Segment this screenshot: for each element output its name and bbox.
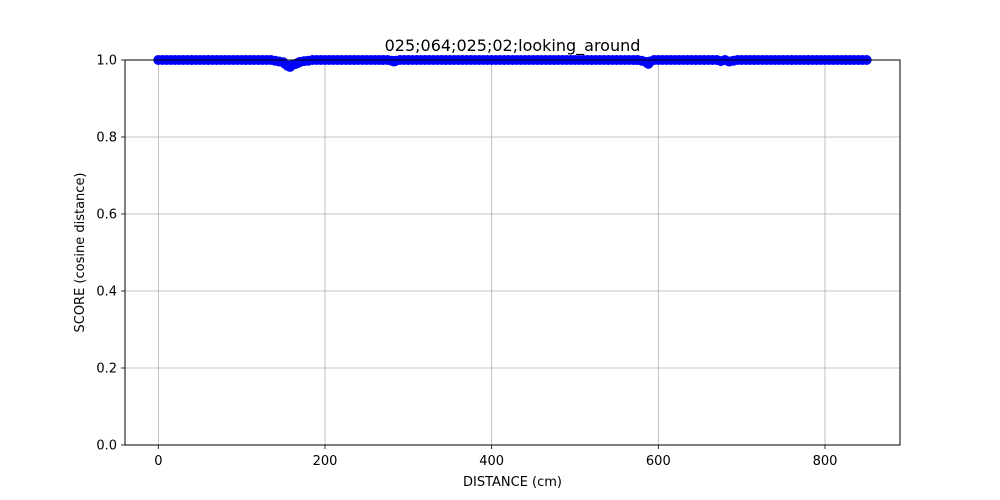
x-axis-label: DISTANCE (cm) <box>463 475 562 490</box>
x-tick-label: 400 <box>479 454 504 469</box>
y-axis-label: SCORE (cosine distance) <box>73 172 88 332</box>
x-tick-label: 200 <box>313 454 338 469</box>
x-tick-label: 800 <box>813 454 838 469</box>
x-tick-label: 600 <box>646 454 671 469</box>
data-series <box>153 55 872 72</box>
axis-ticks: 0 200 400 600 800 0.0 0.2 0.4 0.6 0.8 1.0 <box>96 54 837 470</box>
y-tick-label: 0.2 <box>96 362 117 377</box>
y-tick-label: 0.0 <box>96 439 117 454</box>
y-tick-label: 1.0 <box>96 54 117 69</box>
plot-area-frame <box>124 59 901 446</box>
chart-title: 025;064;025;02;looking_around <box>385 36 641 56</box>
y-tick-label: 0.8 <box>96 131 117 146</box>
y-tick-label: 0.6 <box>96 208 117 223</box>
x-tick-label: 0 <box>154 454 162 469</box>
y-tick-label: 0.4 <box>96 285 117 300</box>
